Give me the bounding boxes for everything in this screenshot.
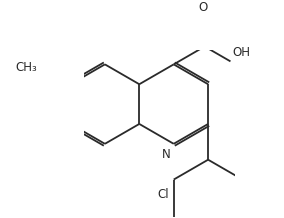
Text: O: O — [198, 1, 207, 14]
Text: N: N — [162, 148, 170, 161]
Text: Cl: Cl — [158, 187, 169, 201]
Text: OH: OH — [232, 46, 250, 59]
Text: CH₃: CH₃ — [16, 61, 37, 74]
